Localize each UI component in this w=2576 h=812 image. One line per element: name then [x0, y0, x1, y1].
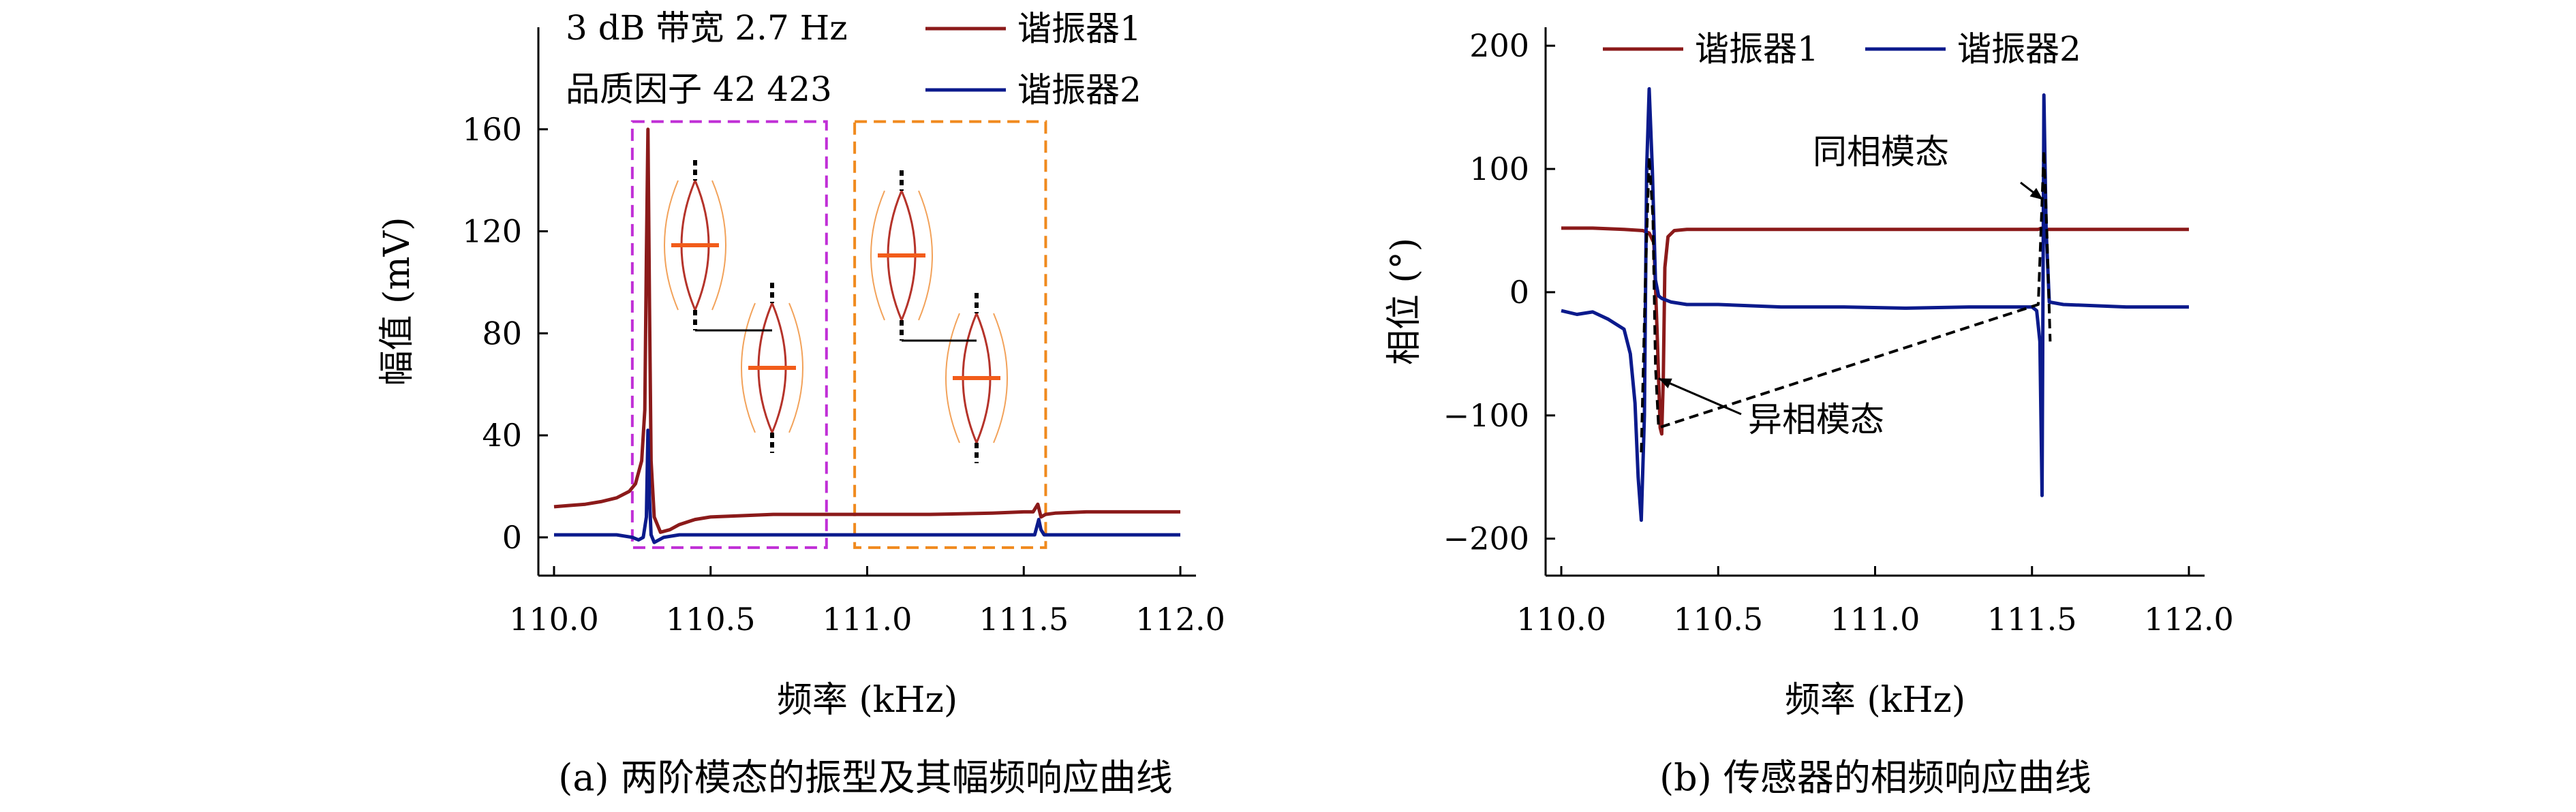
y-tick-label: 80: [482, 315, 522, 352]
mode-shape-envelope: [870, 190, 933, 321]
mode-shape-envelope: [945, 313, 1008, 443]
x-axis-label: 频率 (kHz): [1785, 680, 1965, 721]
y-tick-label: −100: [1443, 397, 1529, 434]
x-tick-label: 110.0: [509, 601, 599, 638]
x-tick-label: 112.0: [2144, 601, 2234, 638]
series-line-resonator-2: [1561, 87, 2189, 522]
legend-label: 谐振器2: [1017, 70, 1141, 110]
legend-label: 谐振器1: [1017, 9, 1141, 48]
mode-shape-envelope: [741, 302, 803, 433]
anti-phase-region-box: [853, 120, 1047, 549]
y-tick-label: 100: [1469, 151, 1529, 187]
x-axis-label: 频率 (kHz): [777, 680, 957, 721]
annotation-text: 异相模态: [1748, 400, 1884, 439]
figure-caption: (a) 两阶模态的振型及其幅频响应曲线: [558, 756, 1173, 799]
x-tick-label: 111.5: [1987, 601, 2077, 638]
in-phase-mode-shape: [664, 160, 803, 453]
x-tick-label: 110.5: [1673, 601, 1763, 638]
annotation-arrowhead: [2029, 187, 2043, 200]
annotation-text: 同相模态: [1813, 132, 1949, 172]
legend-label: 谐振器2: [1957, 29, 2081, 69]
anti-phase-mode-shape: [870, 170, 1008, 463]
figure-caption: (b) 传感器的相频响应曲线: [1659, 756, 2091, 799]
y-tick-label: 160: [462, 111, 522, 148]
y-tick-label: 200: [1469, 27, 1529, 64]
annotation-arrowhead: [1658, 378, 1672, 389]
y-tick-label: −200: [1443, 520, 1529, 557]
annotation-text: 品质因子 42 423: [566, 69, 832, 109]
panel-a-amplitude-chart: 110.0 110.5 111.0 111.5 112.0 0 40 80 120 160 频率 (…: [377, 8, 1225, 799]
series-line-resonator-1: [553, 127, 1180, 534]
mode-shape-envelope: [664, 180, 726, 311]
series-line-resonator-2: [554, 428, 1180, 544]
x-tick-label: 111.0: [823, 601, 913, 638]
in-phase-region-box: [630, 120, 828, 549]
series-line-envelope-dashed: [1640, 149, 2052, 453]
y-tick-label: 120: [462, 213, 522, 250]
y-tick-label: 0: [502, 519, 522, 556]
x-tick-label: 110.5: [666, 601, 756, 638]
legend-label: 谐振器1: [1695, 29, 1819, 69]
y-axis-label: 相位 (°): [1384, 238, 1425, 365]
y-tick-label: 40: [482, 417, 522, 454]
x-tick-label: 111.0: [1830, 601, 1920, 638]
annotation-text: 3 dB 带宽 2.7 Hz: [566, 8, 848, 48]
annotation-arrow: [1658, 377, 1742, 416]
panel-b-phase-chart: 110.0 110.5 111.0 111.5 112.0 −200 −100 0 100 200…: [1384, 27, 2234, 799]
x-tick-label: 111.5: [979, 601, 1069, 638]
x-tick-label: 112.0: [1135, 601, 1225, 638]
x-tick-label: 110.0: [1516, 601, 1606, 638]
y-tick-label: 0: [1509, 274, 1529, 311]
y-axis-label: 幅值 (mV): [377, 217, 418, 386]
